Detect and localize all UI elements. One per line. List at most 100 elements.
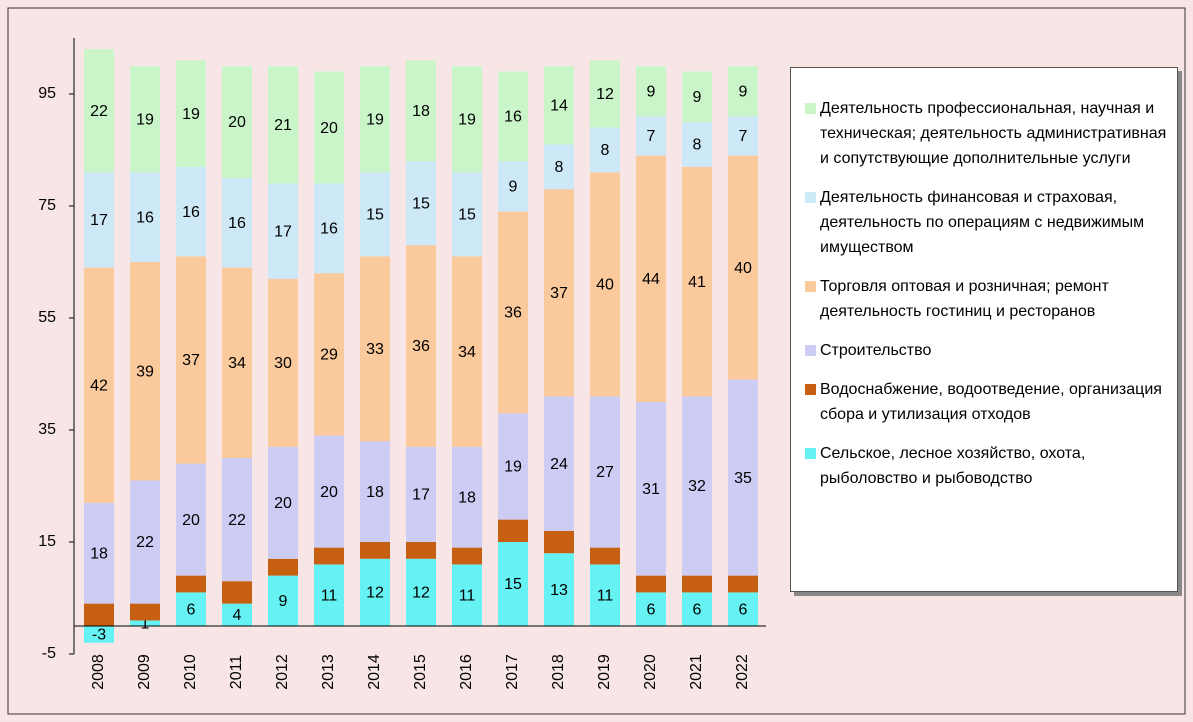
bar-segment bbox=[636, 116, 666, 156]
bar-segment bbox=[544, 553, 574, 626]
legend-swatch bbox=[805, 281, 816, 292]
bar-segment bbox=[636, 66, 666, 117]
data-label: 20 bbox=[320, 484, 338, 501]
data-label: 11 bbox=[597, 587, 614, 604]
data-label: 16 bbox=[504, 109, 522, 126]
legend-label: Деятельность финансовая и страховая, дея… bbox=[820, 189, 1145, 256]
data-label: 36 bbox=[412, 338, 430, 355]
legend-label: Сельское, лесное хозяйство, охота, рыбол… bbox=[820, 445, 1086, 487]
data-label: 19 bbox=[458, 111, 476, 128]
data-label: 24 bbox=[550, 456, 568, 473]
data-label: 27 bbox=[596, 464, 614, 481]
bar-segment bbox=[682, 122, 712, 167]
bar-segment bbox=[406, 542, 436, 559]
bar-segment bbox=[728, 116, 758, 156]
x-tick-label: 2015 bbox=[412, 654, 429, 690]
bar-segment bbox=[222, 66, 252, 178]
legend-item: Водоснабжение, водоотведение, организаци… bbox=[805, 377, 1169, 427]
bar-segment bbox=[728, 66, 758, 117]
bar-segment bbox=[84, 626, 114, 643]
bar-segment bbox=[728, 155, 758, 380]
data-label: 15 bbox=[458, 207, 476, 224]
data-label: 6 bbox=[739, 601, 748, 618]
bar-segment bbox=[360, 172, 390, 257]
bar-segment bbox=[360, 558, 390, 626]
data-label: 16 bbox=[320, 221, 338, 238]
legend-swatch bbox=[805, 345, 816, 356]
bar-segment bbox=[360, 256, 390, 442]
data-label: 22 bbox=[90, 103, 108, 120]
data-label: 20 bbox=[228, 114, 246, 131]
bar-segment bbox=[590, 396, 620, 548]
bar-segment bbox=[314, 183, 344, 274]
bar-segment bbox=[176, 60, 206, 167]
bar-segment bbox=[176, 575, 206, 593]
bar-segment bbox=[498, 542, 528, 626]
bar-segment bbox=[452, 66, 482, 173]
legend-swatch bbox=[805, 448, 816, 459]
bar-segment bbox=[498, 413, 528, 520]
data-label: 6 bbox=[187, 601, 196, 618]
data-label: 31 bbox=[642, 481, 660, 498]
data-label: 20 bbox=[274, 495, 292, 512]
x-tick-label: 2019 bbox=[596, 654, 613, 690]
data-label: 32 bbox=[688, 478, 706, 495]
x-tick-label: 2016 bbox=[458, 654, 475, 690]
bar-segment bbox=[636, 575, 666, 593]
bar-segment bbox=[498, 161, 528, 212]
data-label: 33 bbox=[366, 341, 384, 358]
bar-segment bbox=[176, 592, 206, 626]
x-tick-label: 2022 bbox=[734, 654, 751, 690]
bar-segment bbox=[590, 127, 620, 173]
bar-segment bbox=[84, 172, 114, 268]
bar-segment bbox=[544, 530, 574, 554]
bar-segment bbox=[682, 166, 712, 397]
legend-label: Торговля оптовая и розничная; ремонт дея… bbox=[820, 278, 1109, 320]
x-tick-label: 2009 bbox=[136, 654, 153, 690]
data-label: 44 bbox=[642, 271, 660, 288]
x-tick-label: 2010 bbox=[182, 654, 199, 690]
data-label: 9 bbox=[693, 89, 702, 106]
data-label: 34 bbox=[458, 344, 476, 361]
data-label: 41 bbox=[688, 274, 706, 291]
x-tick-label: 2011 bbox=[228, 655, 245, 690]
data-label: 6 bbox=[693, 601, 702, 618]
data-label: 7 bbox=[647, 128, 656, 145]
data-label: 8 bbox=[555, 159, 564, 176]
y-tick-label: 55 bbox=[38, 309, 56, 326]
data-label: 20 bbox=[320, 120, 338, 137]
data-label: 21 bbox=[274, 117, 292, 134]
data-label: 16 bbox=[228, 215, 246, 232]
x-tick-label: 2021 bbox=[688, 654, 705, 690]
bar-segment bbox=[636, 155, 666, 402]
data-label: 40 bbox=[734, 260, 752, 277]
data-label: 12 bbox=[412, 585, 430, 602]
bar-segment bbox=[130, 172, 160, 262]
bar-segment bbox=[130, 262, 160, 481]
data-label: 9 bbox=[647, 83, 656, 100]
bar-segment bbox=[360, 66, 390, 173]
bar-segment bbox=[682, 575, 712, 593]
data-label: 8 bbox=[601, 142, 610, 159]
data-label: 20 bbox=[182, 512, 200, 529]
bar-segment bbox=[268, 183, 298, 279]
bar-segment bbox=[590, 60, 620, 128]
bar-segment bbox=[636, 592, 666, 626]
x-tick-label: 2018 bbox=[550, 654, 567, 690]
data-label: 22 bbox=[228, 512, 246, 529]
legend-item: Деятельность профессиональная, научная и… bbox=[805, 96, 1169, 171]
data-label: 18 bbox=[458, 489, 476, 506]
data-label: 19 bbox=[182, 106, 200, 123]
legend-label: Деятельность профессиональная, научная и… bbox=[820, 100, 1167, 167]
legend-label: Водоснабжение, водоотведение, организаци… bbox=[820, 381, 1162, 423]
y-tick-label: -5 bbox=[42, 645, 56, 662]
data-label: 12 bbox=[366, 585, 384, 602]
bar-segment bbox=[84, 502, 114, 604]
y-tick-label: 75 bbox=[38, 197, 56, 214]
data-label: 8 bbox=[693, 137, 702, 154]
bar-segment bbox=[314, 71, 344, 184]
data-label: 30 bbox=[274, 355, 292, 372]
y-tick-label: 95 bbox=[38, 85, 56, 102]
data-label: 9 bbox=[279, 593, 288, 610]
